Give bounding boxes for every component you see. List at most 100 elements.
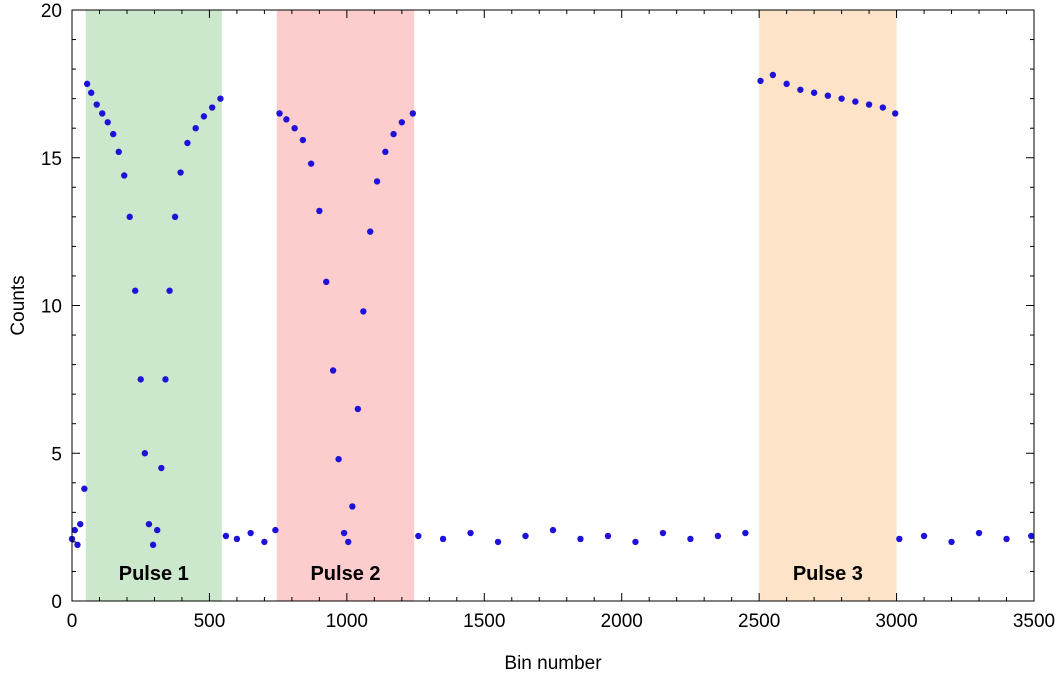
- data-point: [316, 207, 323, 215]
- y-tick-label: 10: [41, 297, 62, 318]
- data-point: [154, 526, 161, 534]
- data-point: [797, 86, 804, 93]
- x-tick-label: 1000: [326, 611, 368, 632]
- data-point: [896, 535, 903, 543]
- data-point: [141, 450, 149, 457]
- x-tick-label: 3000: [875, 611, 917, 632]
- x-tick-label: 500: [194, 611, 226, 632]
- data-point: [367, 228, 374, 235]
- data-point: [323, 278, 330, 286]
- data-point: [137, 376, 144, 383]
- data-point: [110, 130, 117, 138]
- data-point: [852, 98, 859, 105]
- data-point: [104, 119, 111, 126]
- data-point: [88, 89, 95, 96]
- data-point: [291, 125, 298, 132]
- y-tick-label: 20: [41, 1, 62, 22]
- region-label-3: Pulse 3: [793, 563, 863, 585]
- data-point: [261, 538, 268, 546]
- data-point: [659, 529, 667, 537]
- data-points: [68, 71, 1035, 549]
- data-point: [126, 213, 133, 221]
- data-point: [340, 529, 348, 537]
- data-point: [390, 130, 397, 138]
- data-point: [83, 80, 91, 88]
- data-point: [757, 77, 764, 85]
- data-point: [349, 503, 356, 510]
- data-point: [329, 367, 337, 374]
- x-tick-label: 0: [67, 611, 78, 632]
- data-point: [439, 535, 447, 543]
- axis-ticks: 0 500 1000 1500 2000 2500 3000 3500 0 5 10 15 20: [41, 1, 1055, 632]
- data-point: [177, 169, 184, 176]
- data-point: [217, 95, 224, 102]
- data-point: [158, 464, 165, 472]
- data-point: [824, 92, 832, 99]
- y-axis-label: Counts: [8, 275, 29, 335]
- data-point: [99, 110, 106, 117]
- data-point: [233, 535, 241, 543]
- data-point: [272, 526, 279, 534]
- data-point: [192, 125, 199, 132]
- data-point: [604, 532, 612, 540]
- data-point: [77, 520, 84, 528]
- region-band-1: [85, 10, 222, 601]
- data-point: [171, 213, 179, 221]
- data-point: [299, 136, 307, 144]
- data-point: [415, 532, 422, 540]
- data-point: [162, 376, 169, 383]
- data-point: [335, 455, 342, 463]
- data-point: [549, 526, 557, 534]
- data-point: [283, 116, 290, 123]
- data-point: [208, 104, 216, 111]
- x-tick-label: 2500: [738, 611, 780, 632]
- data-point: [307, 160, 315, 167]
- x-tick-label: 1500: [463, 611, 505, 632]
- data-point: [467, 529, 474, 537]
- highlight-regions: [85, 10, 897, 601]
- data-point: [81, 485, 88, 492]
- x-axis-label: Bin number: [504, 653, 602, 674]
- y-tick-label: 0: [51, 592, 62, 613]
- data-point: [74, 541, 81, 549]
- data-point: [838, 95, 845, 102]
- region-label-1: Pulse 1: [119, 563, 189, 585]
- data-point: [132, 287, 139, 294]
- data-point: [345, 538, 352, 546]
- data-point: [865, 101, 873, 108]
- data-point: [149, 541, 157, 549]
- region-band-2: [276, 10, 415, 601]
- data-point: [184, 139, 191, 147]
- data-point: [948, 538, 955, 546]
- data-point: [810, 89, 818, 96]
- y-tick-label: 5: [51, 444, 62, 465]
- data-point: [632, 538, 639, 546]
- data-point: [382, 148, 389, 156]
- data-point: [93, 101, 100, 108]
- data-point: [742, 529, 749, 537]
- data-point: [522, 532, 529, 540]
- data-point: [373, 178, 381, 185]
- data-point: [920, 532, 928, 540]
- region-label-2: Pulse 2: [310, 563, 380, 585]
- data-point: [200, 113, 208, 120]
- data-point: [577, 535, 584, 543]
- data-point: [71, 526, 78, 534]
- data-point: [409, 110, 417, 117]
- data-point: [354, 405, 362, 413]
- x-tick-label: 3500: [1013, 611, 1055, 632]
- data-point: [1028, 532, 1035, 540]
- data-point: [687, 535, 694, 543]
- data-point: [891, 110, 899, 117]
- data-point: [121, 172, 128, 179]
- data-point: [145, 520, 153, 528]
- data-point: [879, 104, 887, 111]
- data-point: [115, 148, 122, 156]
- data-point: [247, 529, 254, 537]
- data-point: [769, 71, 777, 79]
- data-point: [975, 529, 983, 537]
- data-point: [783, 80, 790, 88]
- data-point: [714, 532, 722, 540]
- data-point: [166, 287, 173, 294]
